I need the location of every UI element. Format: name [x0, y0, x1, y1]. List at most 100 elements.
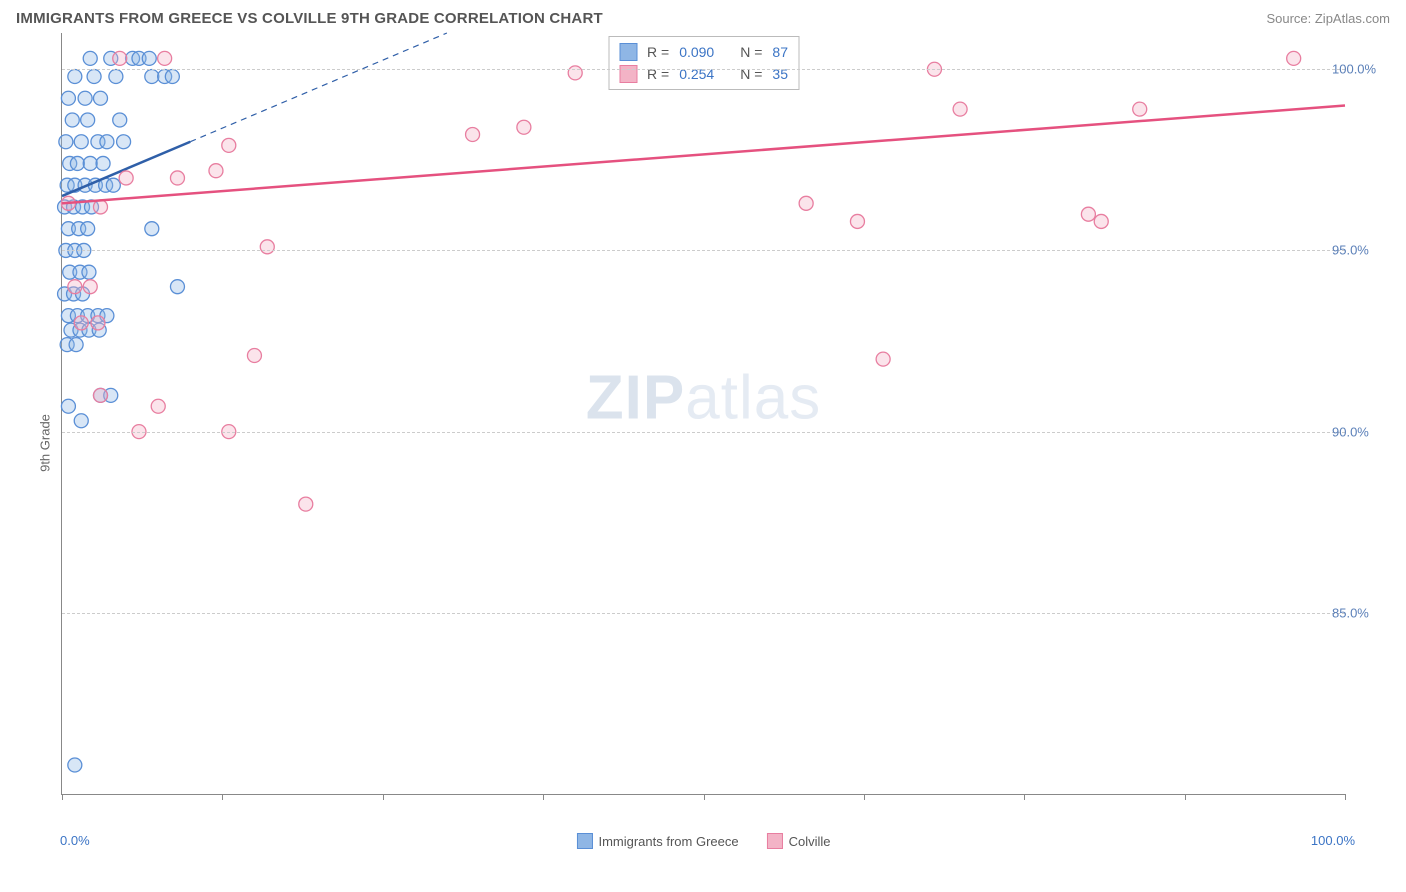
scatter-point — [65, 113, 79, 127]
scatter-point — [799, 196, 813, 210]
scatter-point — [82, 265, 96, 279]
plot-wrap: 9th Grade ZIPatlas R =0.090N =87R =0.254… — [16, 33, 1390, 853]
stats-row: R = 0.254 N = 35 — [619, 63, 788, 85]
legend-item: Immigrants from Greece — [576, 833, 738, 849]
scatter-point — [93, 91, 107, 105]
scatter-point — [87, 69, 101, 83]
scatter-point — [119, 171, 133, 185]
y-tick-label: 95.0% — [1332, 243, 1387, 258]
y-tick-label: 90.0% — [1332, 424, 1387, 439]
scatter-point — [113, 113, 127, 127]
gridline-h — [62, 613, 1345, 614]
scatter-point — [109, 69, 123, 83]
scatter-point — [222, 138, 236, 152]
scatter-point — [1133, 102, 1147, 116]
scatter-point — [74, 414, 88, 428]
scatter-point — [91, 316, 105, 330]
gridline-h — [62, 432, 1345, 433]
scatter-point — [568, 66, 582, 80]
x-tick — [543, 794, 544, 800]
trend-line-dashed — [190, 33, 447, 142]
x-tick — [1185, 794, 1186, 800]
scatter-point — [83, 51, 97, 65]
scatter-point — [876, 352, 890, 366]
scatter-point — [68, 280, 82, 294]
scatter-point — [83, 156, 97, 170]
chart-title: IMMIGRANTS FROM GREECE VS COLVILLE 9TH G… — [16, 10, 603, 27]
stats-box: R = 0.090 N = 87 R = 0.254 N = 35 — [608, 36, 799, 90]
x-tick — [704, 794, 705, 800]
y-axis-label: 9th Grade — [37, 414, 52, 472]
stats-n-value: 35 — [772, 63, 788, 85]
scatter-point — [68, 758, 82, 772]
scatter-point — [953, 102, 967, 116]
scatter-point — [142, 51, 156, 65]
legend-item: Colville — [767, 833, 831, 849]
x-min-label: 0.0% — [60, 833, 90, 848]
stats-n-label: N = — [740, 63, 762, 85]
scatter-point — [81, 113, 95, 127]
scatter-point — [61, 91, 75, 105]
stats-n-value: 87 — [772, 41, 788, 63]
scatter-point — [165, 69, 179, 83]
scatter-point — [96, 156, 110, 170]
legend-swatch — [767, 833, 783, 849]
scatter-point — [517, 120, 531, 134]
scatter-point — [1094, 214, 1108, 228]
stats-swatch — [619, 43, 637, 61]
scatter-point — [61, 399, 75, 413]
x-tick — [383, 794, 384, 800]
scatter-point — [117, 135, 131, 149]
scatter-point — [209, 164, 223, 178]
plot-area: ZIPatlas R =0.090N =87R =0.254N =35 0.0%… — [61, 33, 1345, 795]
stats-swatch — [619, 65, 637, 83]
gridline-h — [62, 69, 1345, 70]
stats-r-value: 0.254 — [679, 63, 714, 85]
scatter-point — [93, 200, 107, 214]
x-legend: Immigrants from Greece Colville — [576, 833, 830, 849]
scatter-point — [145, 222, 159, 236]
stats-row: R = 0.090 N = 87 — [619, 41, 788, 63]
scatter-point — [151, 399, 165, 413]
scatter-point — [106, 178, 120, 192]
scatter-point — [100, 135, 114, 149]
scatter-point — [81, 222, 95, 236]
scatter-point — [83, 280, 97, 294]
scatter-point — [170, 171, 184, 185]
gridline-h — [62, 250, 1345, 251]
x-max-label: 100.0% — [1311, 833, 1355, 848]
legend-swatch — [576, 833, 592, 849]
scatter-point — [247, 349, 261, 363]
title-bar: IMMIGRANTS FROM GREECE VS COLVILLE 9TH G… — [16, 10, 1390, 27]
scatter-point — [260, 240, 274, 254]
x-tick — [62, 794, 63, 800]
plot-svg — [62, 33, 1345, 794]
scatter-point — [78, 91, 92, 105]
scatter-point — [74, 135, 88, 149]
scatter-point — [93, 388, 107, 402]
scatter-point — [145, 69, 159, 83]
x-tick — [1345, 794, 1346, 800]
trend-line — [62, 105, 1345, 203]
y-tick-label: 85.0% — [1332, 605, 1387, 620]
scatter-point — [299, 497, 313, 511]
stats-r-label: R = — [647, 41, 669, 63]
legend-label: Colville — [789, 834, 831, 849]
y-tick-label: 100.0% — [1332, 62, 1387, 77]
x-tick — [864, 794, 865, 800]
scatter-point — [74, 316, 88, 330]
source-credit: Source: ZipAtlas.com — [1266, 11, 1390, 26]
scatter-point — [850, 214, 864, 228]
legend-label: Immigrants from Greece — [598, 834, 738, 849]
stats-n-label: N = — [740, 41, 762, 63]
stats-r-value: 0.090 — [679, 41, 714, 63]
scatter-point — [158, 51, 172, 65]
stats-r-label: R = — [647, 63, 669, 85]
scatter-point — [59, 135, 73, 149]
scatter-point — [1081, 207, 1095, 221]
x-tick — [1024, 794, 1025, 800]
x-tick — [222, 794, 223, 800]
scatter-point — [170, 280, 184, 294]
scatter-point — [69, 338, 83, 352]
scatter-point — [1287, 51, 1301, 65]
